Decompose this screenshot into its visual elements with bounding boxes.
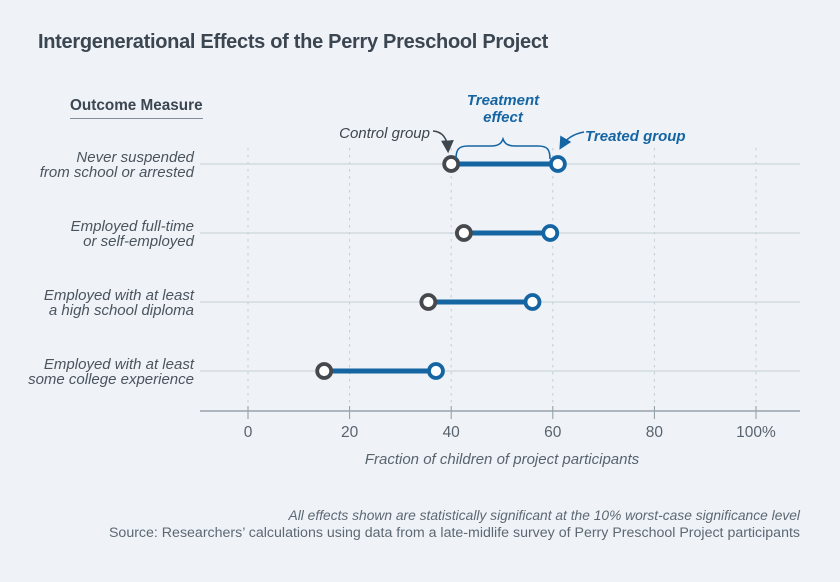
source-note: Source: Researchers’ calculations using … xyxy=(108,525,800,541)
treated-point xyxy=(541,224,560,242)
tick-label: 80 xyxy=(646,424,664,441)
figure-title: Intergenerational Effects of the Perry P… xyxy=(38,31,549,53)
control-group-arrow xyxy=(432,130,454,154)
tick-label: 60 xyxy=(544,424,562,441)
tick-label: 100% xyxy=(736,424,776,441)
significance-note: All effects shown are statistically sign… xyxy=(288,508,800,523)
control-point xyxy=(454,224,473,242)
tick-label: 0 xyxy=(244,424,253,441)
outcome-measure-header: Outcome Measure xyxy=(70,97,203,119)
treatment-effect-label: Treatment effect xyxy=(466,92,540,126)
category-label: Employed with at least a high school dipl… xyxy=(44,287,195,319)
category-label: Employed with at least some college exper… xyxy=(28,356,195,388)
category-label: Never suspended from school or arrested xyxy=(40,149,195,181)
treatment-effect-brace xyxy=(455,136,551,160)
tick-label: 20 xyxy=(341,424,359,441)
treated-group-arrow xyxy=(559,131,585,150)
control-point xyxy=(419,293,438,311)
treated-point xyxy=(548,155,567,173)
control-group-label: Control group xyxy=(339,125,430,142)
footnotes: All effects shown are statistically sign… xyxy=(40,508,800,541)
x-axis-caption: Fraction of children of project particip… xyxy=(364,451,640,468)
tick-label: 40 xyxy=(443,424,461,441)
treated-point xyxy=(427,362,445,380)
chart-layer: 0 20 40 60 80 100% Never suspended from school … xyxy=(28,148,800,441)
control-point xyxy=(442,155,461,173)
category-label: Employed full-time or self-employed xyxy=(71,218,195,250)
treated-point xyxy=(523,293,542,311)
treated-group-label: Treated group xyxy=(585,128,686,145)
control-point xyxy=(315,362,334,380)
